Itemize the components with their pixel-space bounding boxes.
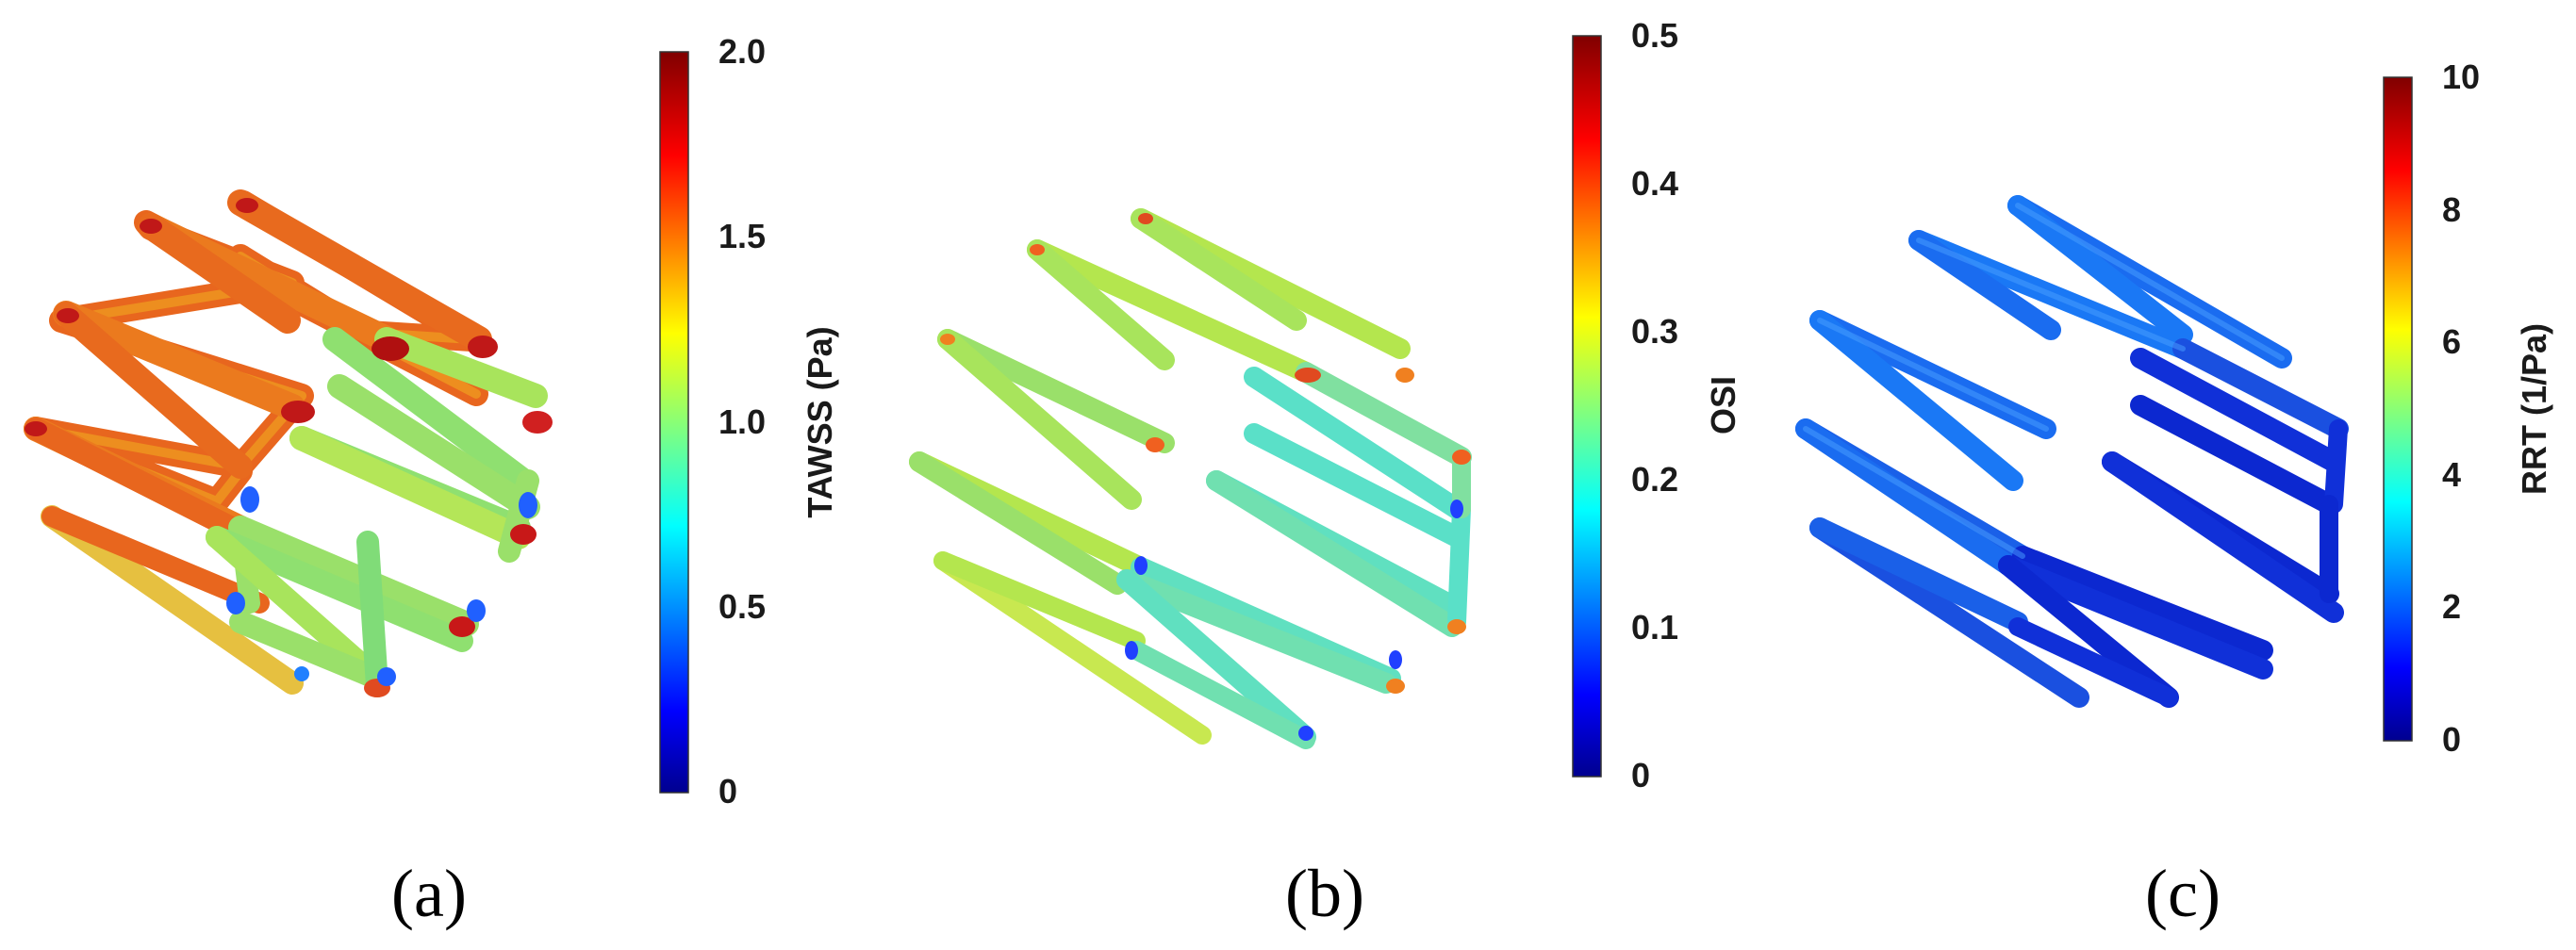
colorbar-a-tick: 2.0: [718, 32, 766, 71]
stent-tawss: [24, 189, 553, 697]
colorbar-a-tick: 0.5: [718, 587, 766, 626]
colorbar-c-tick: 8: [2442, 190, 2461, 229]
colorbar-a-tick: 1.5: [718, 217, 766, 255]
colorbar-c: 10 8 6 4 2 0 RRT (1/Pa): [2383, 57, 2553, 759]
colorbar-c-tick: 10: [2442, 57, 2480, 96]
panel-c: 10 8 6 4 2 0 RRT (1/Pa) (c): [1795, 57, 2553, 931]
colorbar-b-tick: 0.2: [1631, 460, 1678, 499]
colorbar-c-tick: 6: [2442, 322, 2461, 361]
colorbar-b: 0.5 0.4 0.3 0.2 0.1 0 OSI: [1572, 16, 1742, 794]
colorbar-b-tick: 0.5: [1631, 16, 1678, 55]
colorbar-b-tick: 0.1: [1631, 608, 1678, 647]
colorbar-a: 2.0 1.5 1.0 0.5 0 TAWSS (Pa): [659, 32, 839, 811]
colorbar-c-tick: 0: [2442, 720, 2461, 759]
stent-osi: [909, 208, 1472, 749]
caption-b: (b): [1285, 856, 1364, 931]
colorbar-b-tick: 0.3: [1631, 312, 1678, 351]
panel-b: 0.5 0.4 0.3 0.2 0.1 0 OSI (b): [909, 16, 1742, 931]
colorbar-b-tick: 0: [1631, 756, 1650, 794]
colorbar-b-tick: 0.4: [1631, 164, 1678, 203]
colorbar-c-tick: 2: [2442, 587, 2461, 626]
colorbar-c-label: RRT (1/Pa): [2515, 323, 2553, 495]
colorbar-a-label: TAWSS (Pa): [801, 326, 839, 517]
colorbar-a-tick: 0: [718, 772, 737, 811]
caption-a: (a): [391, 856, 467, 931]
colorbar-c-tick: 4: [2442, 455, 2461, 494]
panel-a: 2.0 1.5 1.0 0.5 0 TAWSS (Pa) (a): [24, 32, 839, 931]
colorbar-b-label: OSI: [1704, 376, 1742, 434]
caption-c: (c): [2145, 856, 2221, 931]
stent-rrt: [1795, 195, 2349, 708]
colorbar-a-tick: 1.0: [718, 402, 766, 441]
